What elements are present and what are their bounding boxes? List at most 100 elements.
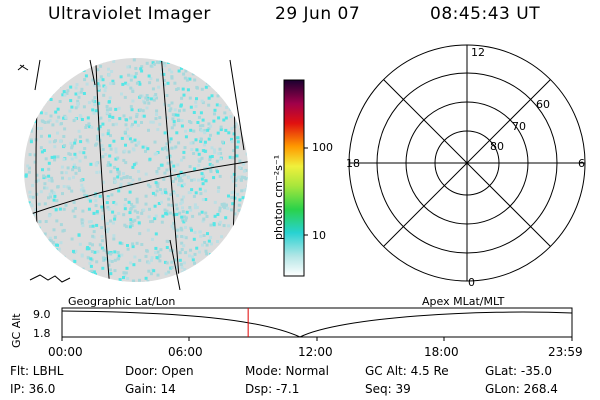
- emission-pixel: [229, 75, 233, 79]
- emission-pixel: [207, 103, 211, 107]
- emission-pixel: [120, 281, 124, 282]
- emission-pixel: [240, 110, 244, 114]
- emission-pixel: [158, 116, 162, 120]
- emission-pixel: [43, 121, 47, 124]
- emission-pixel: [228, 108, 232, 111]
- emission-pixel: [53, 235, 57, 239]
- emission-pixel: [131, 122, 134, 126]
- emission-pixel: [88, 261, 92, 265]
- emission-pixel: [245, 248, 248, 252]
- emission-pixel: [100, 205, 104, 209]
- emission-pixel: [118, 241, 122, 245]
- meridian-line: [94, 58, 111, 282]
- emission-pixel: [198, 230, 202, 234]
- emission-pixel: [93, 96, 97, 100]
- emission-pixel: [149, 64, 153, 68]
- emission-pixel: [206, 281, 210, 282]
- emission-pixel: [221, 85, 225, 89]
- emission-pixel: [131, 220, 135, 224]
- emission-pixel: [89, 264, 93, 268]
- emission-pixel: [241, 196, 245, 200]
- date-label: 29 Jun 07: [275, 4, 361, 24]
- emission-pixel: [123, 95, 127, 99]
- emission-pixel: [182, 220, 186, 224]
- emission-pixel: [111, 123, 115, 127]
- emission-pixel: [113, 258, 117, 262]
- emission-pixel: [42, 243, 46, 247]
- emission-pixel: [153, 204, 157, 208]
- emission-pixel: [224, 116, 228, 120]
- emission-pixel: [34, 259, 38, 262]
- emission-pixel: [114, 180, 118, 184]
- emission-pixel: [44, 81, 48, 85]
- emission-pixel: [192, 152, 196, 155]
- emission-pixel: [59, 272, 63, 276]
- emission-pixel: [113, 217, 117, 221]
- emission-pixel: [129, 261, 132, 265]
- emission-pixel: [169, 193, 173, 197]
- emission-pixel: [162, 83, 166, 87]
- emission-pixel: [123, 274, 127, 277]
- emission-pixel: [236, 248, 240, 251]
- emission-pixel: [185, 210, 189, 214]
- emission-pixel: [180, 215, 184, 219]
- emission-pixel: [193, 167, 197, 171]
- emission-pixel: [72, 175, 75, 179]
- emission-pixel: [108, 154, 112, 158]
- emission-pixel: [91, 108, 95, 112]
- emission-pixel: [165, 168, 169, 172]
- emission-pixel: [174, 203, 178, 207]
- emission-pixel: [163, 188, 167, 192]
- emission-pixel: [147, 128, 150, 132]
- emission-pixel: [135, 197, 139, 201]
- emission-pixel: [172, 123, 176, 127]
- emission-pixel: [240, 189, 244, 193]
- emission-pixel: [217, 265, 221, 269]
- emission-pixel: [55, 219, 59, 223]
- emission-pixel: [94, 79, 98, 83]
- emission-pixel: [119, 182, 123, 186]
- mlt-diagonal: [383, 79, 551, 247]
- emission-pixel: [34, 208, 38, 212]
- emission-pixel: [209, 168, 213, 172]
- mlt-label-6: 6: [578, 157, 585, 170]
- emission-pixel: [93, 59, 97, 63]
- emission-pixel: [92, 230, 96, 234]
- emission-pixel: [126, 247, 130, 251]
- emission-pixel: [243, 234, 247, 238]
- emission-pixel: [177, 141, 181, 145]
- emission-pixel: [189, 141, 193, 145]
- emission-pixel: [208, 83, 212, 87]
- emission-pixel: [106, 111, 110, 115]
- emission-pixel: [43, 248, 46, 252]
- emission-pixel: [189, 105, 193, 109]
- emission-pixel: [39, 190, 43, 194]
- emission-pixel: [69, 273, 73, 277]
- emission-pixel: [224, 216, 228, 220]
- emission-pixel: [201, 275, 205, 279]
- emission-pixel: [245, 258, 248, 262]
- emission-pixel: [29, 140, 33, 144]
- emission-pixel: [201, 118, 205, 122]
- emission-pixel: [130, 202, 134, 206]
- emission-pixel: [156, 185, 160, 189]
- emission-pixel: [47, 178, 51, 182]
- ip-status: IP: 36.0: [10, 382, 56, 396]
- emission-pixel: [244, 203, 248, 207]
- emission-pixel: [51, 85, 55, 89]
- emission-pixel: [101, 78, 105, 82]
- emission-pixel: [85, 82, 89, 86]
- emission-pixel: [182, 93, 186, 97]
- emission-pixel: [133, 218, 137, 222]
- emission-pixel: [144, 172, 148, 176]
- emission-pixel: [32, 221, 36, 225]
- emission-pixel: [87, 207, 91, 211]
- emission-pixel: [110, 193, 114, 197]
- emission-pixel: [31, 218, 35, 221]
- emission-pixel: [216, 94, 220, 98]
- emission-pixel: [74, 166, 78, 170]
- emission-pixel: [217, 152, 221, 156]
- emission-pixel: [83, 193, 87, 197]
- emission-pixel: [30, 204, 34, 208]
- emission-pixel: [40, 93, 44, 97]
